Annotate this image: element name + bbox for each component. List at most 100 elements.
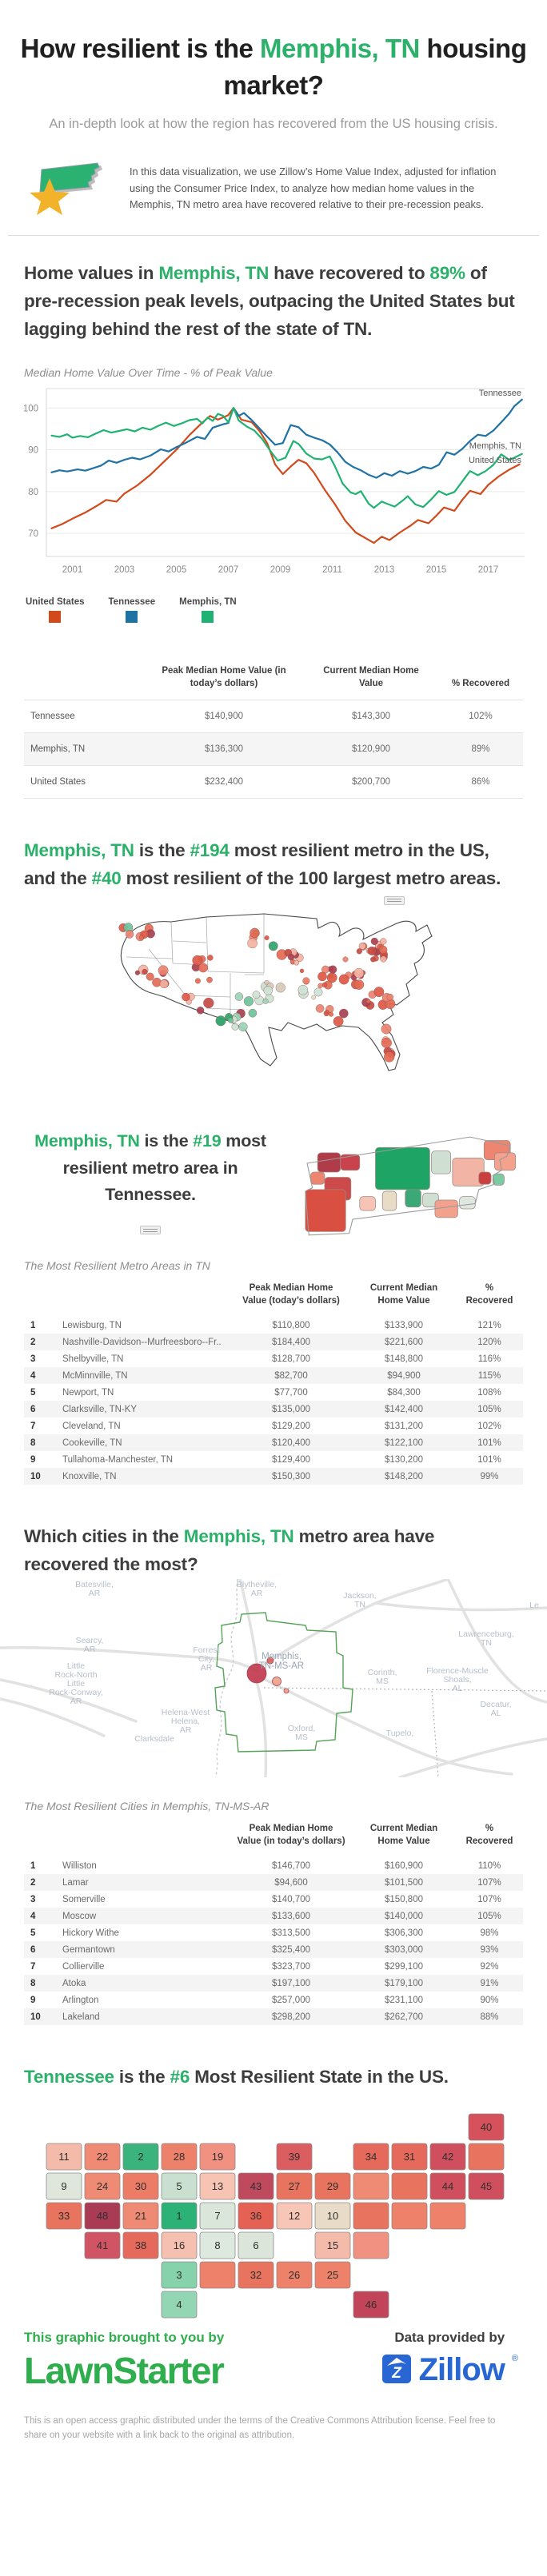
memphis-bubble[interactable]: [246, 1663, 267, 1684]
table-cell[interactable]: Newport, TN: [62, 1387, 114, 1398]
table-cell[interactable]: Clarksville, TN-KY: [62, 1404, 138, 1414]
table-cell[interactable]: $140,900: [144, 700, 304, 733]
table-cell[interactable]: $150,800: [385, 1894, 423, 1904]
table-cell[interactable]: 121%: [477, 1320, 501, 1330]
table-cell[interactable]: $142,400: [385, 1404, 423, 1414]
table-cell[interactable]: Arlington: [62, 1995, 99, 2005]
legend-item[interactable]: Tennessee: [109, 597, 155, 623]
map-controls-icon[interactable]: [140, 1226, 161, 1235]
table-cell[interactable]: 105%: [477, 1404, 501, 1414]
table-cell[interactable]: $221,600: [385, 1337, 423, 1347]
table-cell[interactable]: 91%: [480, 1978, 499, 1988]
table-row[interactable]: 4 Moscow $133,600 $140,000 105%: [24, 1908, 523, 1925]
table-cell[interactable]: 7: [30, 1961, 36, 1972]
state-tile-IL[interactable]: 43: [238, 2172, 274, 2200]
table-cell[interactable]: 4: [30, 1370, 36, 1381]
state-tile-OK[interactable]: 3: [161, 2261, 198, 2289]
table-cell[interactable]: Cleveland, TN: [62, 1421, 121, 1431]
state-tile-NJ[interactable]: [391, 2172, 428, 2200]
table-cell[interactable]: 2: [30, 1337, 36, 1347]
state-tile-KS[interactable]: 16: [161, 2231, 198, 2259]
table-cell[interactable]: $197,100: [272, 1978, 310, 1988]
table-cell[interactable]: $131,200: [385, 1421, 423, 1431]
table-cell[interactable]: Somerville: [62, 1894, 106, 1904]
state-tile-AZ[interactable]: 41: [84, 2231, 121, 2259]
state-tile-AR[interactable]: 8: [199, 2231, 236, 2259]
state-tile-WI[interactable]: 19: [199, 2143, 236, 2171]
state-tile-NH[interactable]: 42: [429, 2143, 466, 2171]
table-row[interactable]: United States $232,400 $200,700 86%: [24, 765, 523, 800]
table-cell[interactable]: 90%: [480, 1995, 499, 2005]
state-tile-RI[interactable]: 45: [468, 2172, 505, 2200]
table-cell[interactable]: 101%: [477, 1454, 501, 1465]
table-cell[interactable]: $136,300: [144, 732, 304, 766]
table-cell[interactable]: $135,000: [272, 1404, 310, 1414]
table-cell[interactable]: United States: [24, 765, 144, 800]
state-tile-SC[interactable]: [353, 2231, 389, 2259]
table-cell[interactable]: $122,100: [385, 1438, 423, 1448]
state-tile-AL[interactable]: 26: [276, 2261, 313, 2289]
table-cell[interactable]: Tullahoma-Manchester, TN: [62, 1454, 174, 1465]
table-cell[interactable]: 102%: [477, 1421, 501, 1431]
table-cell[interactable]: $257,000: [272, 1995, 310, 2005]
tennessee-choropleth-map[interactable]: [288, 1127, 528, 1237]
state-tile-MN[interactable]: 28: [161, 2143, 198, 2171]
state-tile-NY[interactable]: 34: [353, 2143, 389, 2171]
table-cell[interactable]: $148,200: [385, 1471, 423, 1481]
table-cell[interactable]: $160,900: [385, 1860, 423, 1871]
table-cell[interactable]: $94,900: [387, 1370, 421, 1381]
table-cell[interactable]: Germantown: [62, 1944, 115, 1955]
table-cell[interactable]: Collierville: [62, 1961, 105, 1972]
table-cell[interactable]: 8: [30, 1978, 36, 1988]
table-cell[interactable]: $303,000: [385, 1944, 423, 1955]
table-row[interactable]: 4 McMinnville, TN $82,700 $94,900 115%: [24, 1367, 523, 1385]
table-cell[interactable]: $232,400: [144, 765, 304, 800]
table-cell[interactable]: 101%: [477, 1438, 501, 1448]
table-cell[interactable]: $150,300: [272, 1471, 310, 1481]
table-cell[interactable]: Lewisburg, TN: [62, 1320, 122, 1330]
table-cell[interactable]: 93%: [480, 1944, 499, 1955]
state-tile-WY[interactable]: 30: [122, 2172, 159, 2200]
table-cell[interactable]: Atoka: [62, 1978, 86, 1988]
table-cell[interactable]: Williston: [62, 1860, 97, 1871]
table-cell[interactable]: 1: [30, 1320, 36, 1330]
state-tile-TN[interactable]: 6: [238, 2231, 274, 2259]
table-cell[interactable]: 4: [30, 1911, 36, 1921]
table-row[interactable]: 5 Newport, TN $77,700 $84,300 108%: [24, 1384, 523, 1401]
state-tile-CT[interactable]: 44: [429, 2172, 466, 2200]
table-cell[interactable]: $262,700: [385, 2012, 423, 2022]
map-controls-icon[interactable]: [384, 895, 405, 905]
legend-item[interactable]: Memphis, TN: [179, 597, 237, 623]
home-value-line-chart[interactable]: 70 80 90 100 2001 2003 2005 2007 2009 2011 2013 201…: [0, 384, 547, 585]
table-row[interactable]: 9 Arlington $257,000 $231,100 90%: [24, 1992, 523, 2008]
table-cell[interactable]: Nashville-Davidson--Murfreesboro--Fr..: [62, 1337, 222, 1347]
table-cell[interactable]: $179,100: [385, 1978, 423, 1988]
lawnstarter-logo[interactable]: LawnStarter: [24, 2349, 225, 2391]
table-cell[interactable]: 116%: [477, 1354, 501, 1364]
state-tile-MT[interactable]: 22: [84, 2143, 121, 2171]
table-cell[interactable]: Hickory Withe: [62, 1928, 119, 1938]
table-cell[interactable]: 102%: [438, 700, 523, 733]
table-cell[interactable]: 10: [30, 2012, 41, 2022]
table-cell[interactable]: 107%: [477, 1894, 501, 1904]
series-line-tennessee[interactable]: [50, 398, 523, 479]
zillow-logo[interactable]: Z Zillow ®: [381, 2354, 518, 2386]
state-tile-ID[interactable]: 24: [84, 2172, 121, 2200]
table-cell[interactable]: 89%: [438, 732, 523, 766]
table-cell[interactable]: $298,200: [272, 2012, 310, 2022]
table-row[interactable]: 2 Nashville-Davidson--Murfreesboro--Fr.. $…: [24, 1334, 523, 1351]
table-cell[interactable]: 8: [30, 1438, 36, 1448]
table-cell[interactable]: $129,200: [272, 1421, 310, 1431]
table-cell[interactable]: 92%: [480, 1961, 499, 1972]
table-cell[interactable]: 1: [30, 1860, 36, 1871]
table-cell[interactable]: $110,800: [272, 1320, 310, 1330]
table-row[interactable]: 7 Cleveland, TN $129,200 $131,200 102%: [24, 1418, 523, 1434]
table-cell[interactable]: 9: [30, 1454, 36, 1465]
table-cell[interactable]: $140,000: [385, 1911, 423, 1921]
table-cell[interactable]: $120,400: [272, 1438, 310, 1448]
table-cell[interactable]: $231,100: [385, 1995, 423, 2005]
table-row[interactable]: 8 Atoka $197,100 $179,100 91%: [24, 1975, 523, 1992]
state-tile-IN[interactable]: 27: [276, 2172, 313, 2200]
state-tile-TX[interactable]: 4: [161, 2291, 198, 2319]
table-cell[interactable]: Lakeland: [62, 2012, 100, 2022]
